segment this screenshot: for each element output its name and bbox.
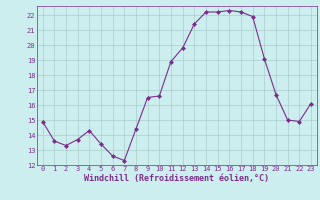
X-axis label: Windchill (Refroidissement éolien,°C): Windchill (Refroidissement éolien,°C) xyxy=(84,174,269,183)
